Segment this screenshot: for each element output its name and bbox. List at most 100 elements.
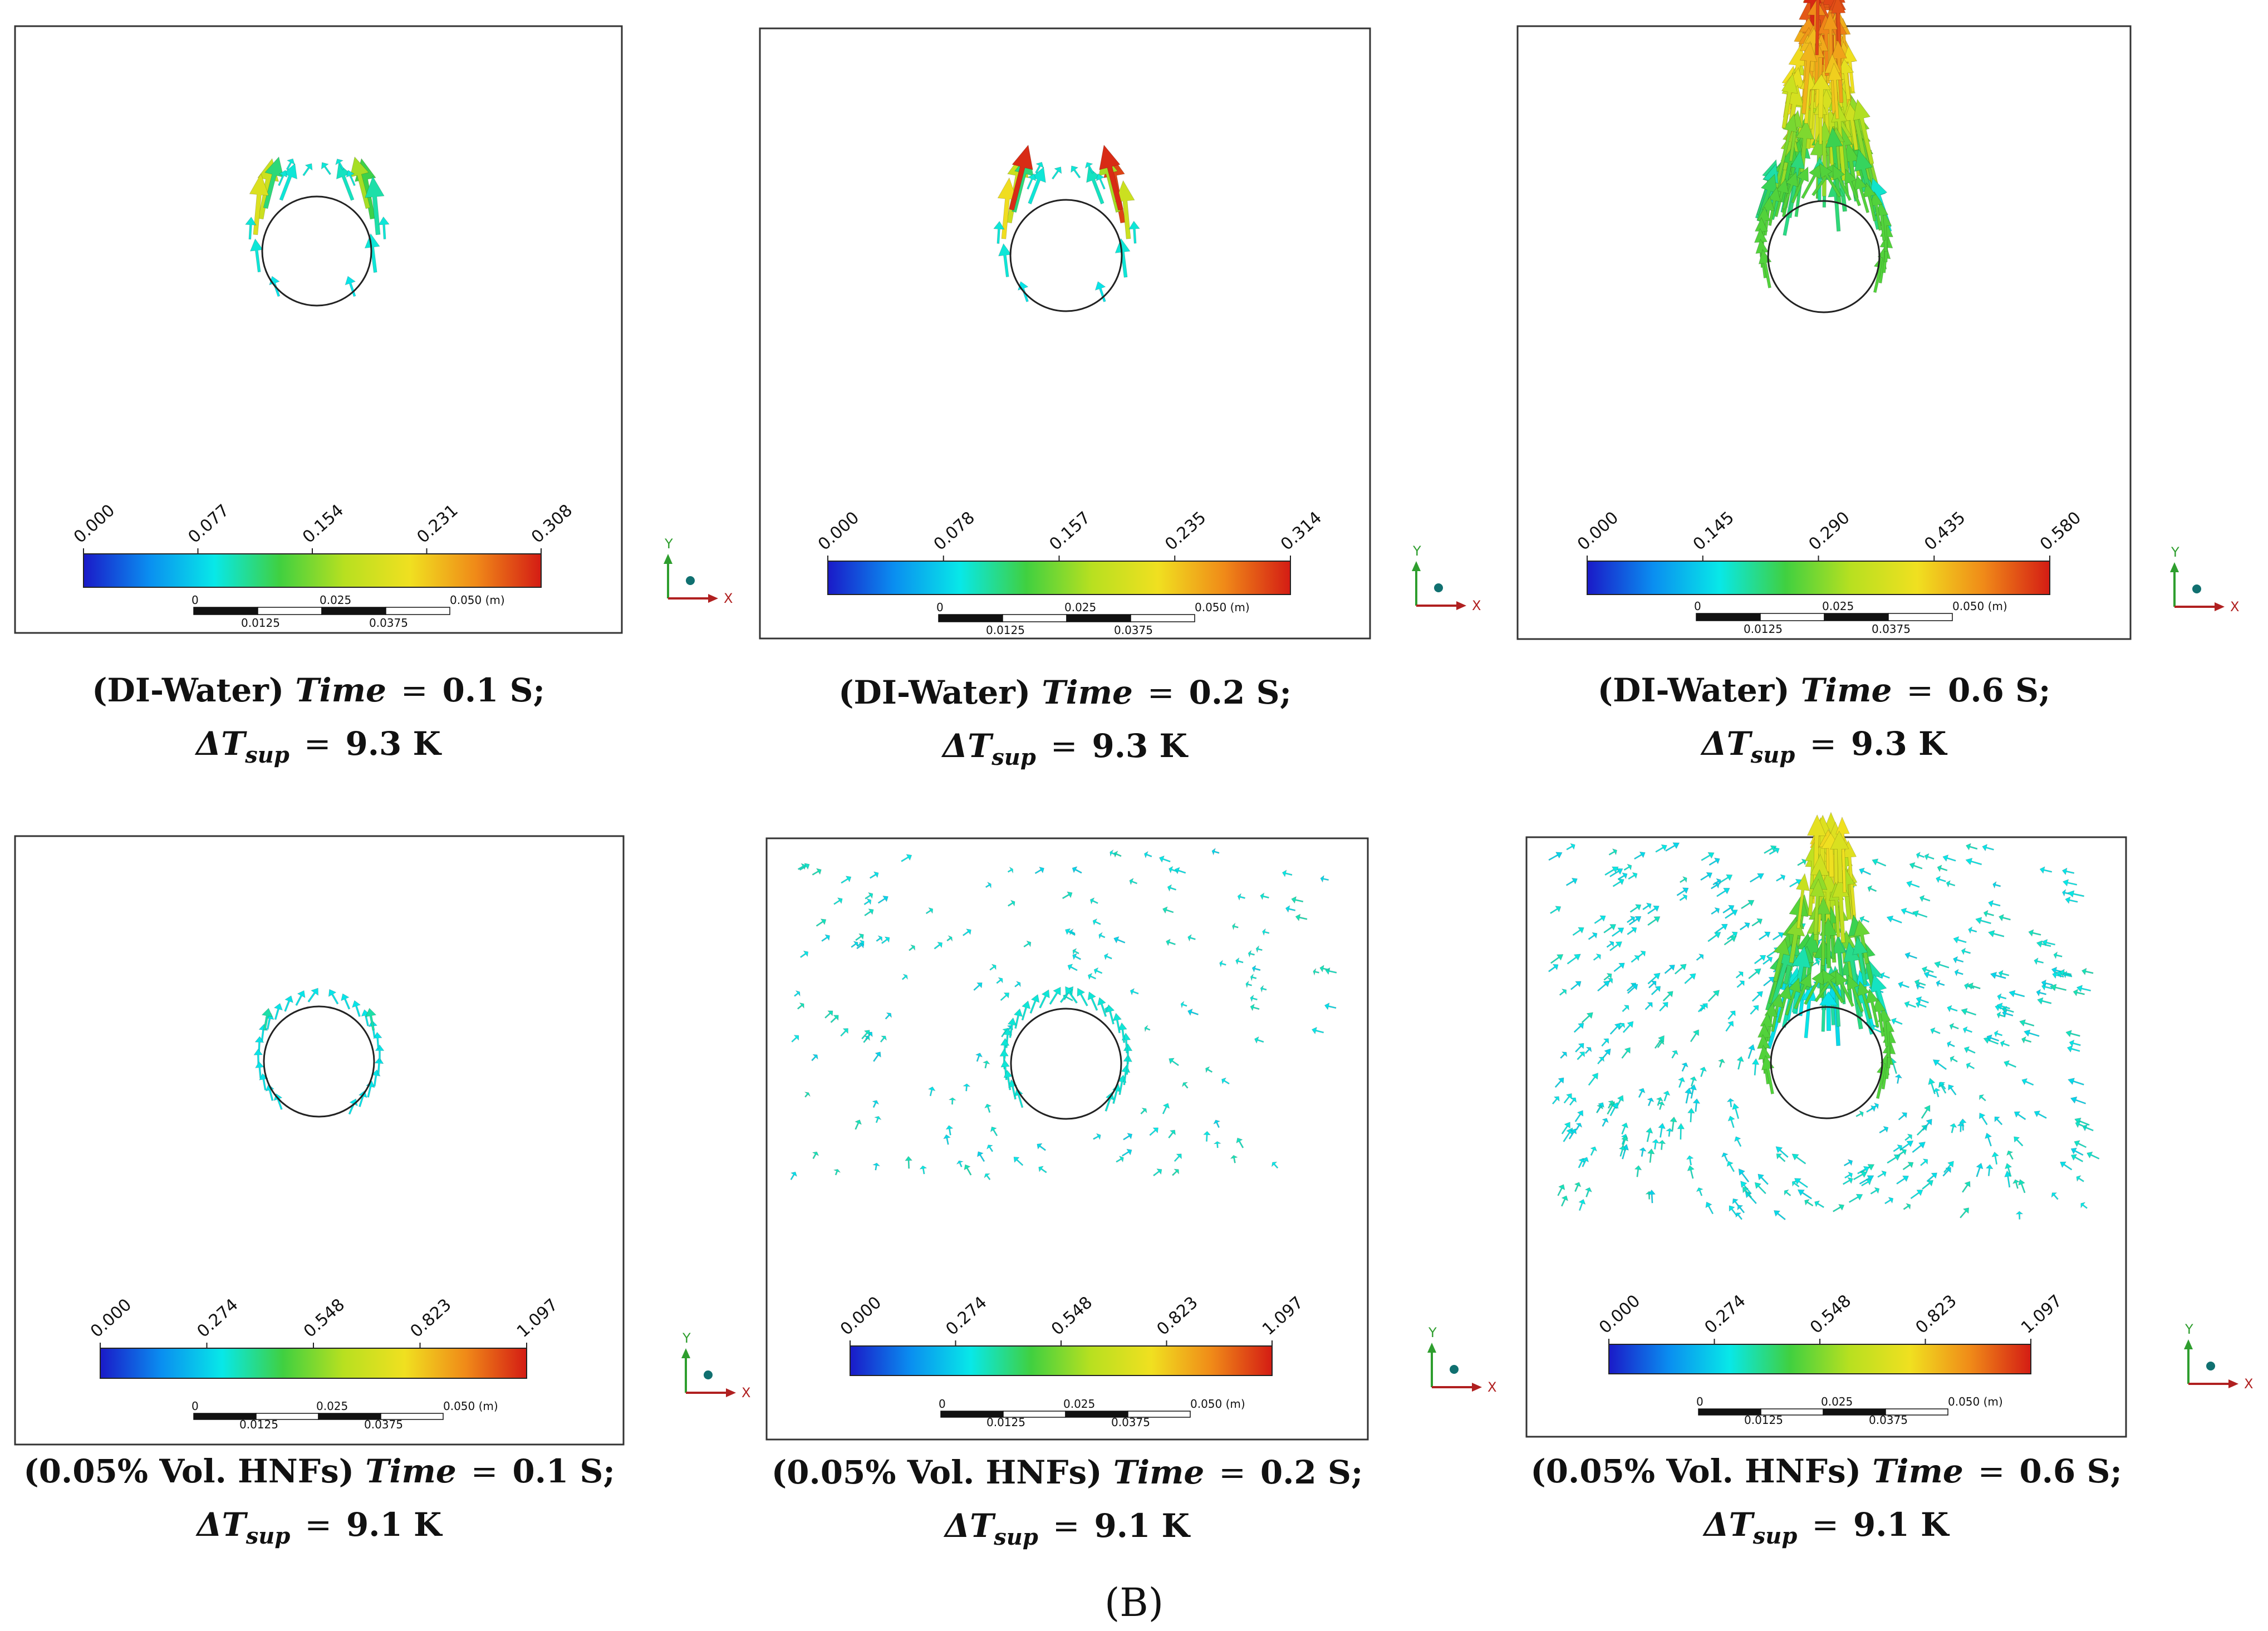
- velocity-vector: [1647, 1148, 1655, 1163]
- velocity-vector: [358, 1090, 367, 1107]
- x-axis-arrowhead: [1472, 1383, 1482, 1392]
- panel-frame: [14, 835, 625, 1446]
- caption-time-value: 0.2 S;: [1260, 1453, 1363, 1491]
- velocity-vector: [1575, 1123, 1583, 1131]
- scale-bar: 0 0.025 0.050 (m) 0.0125 0.0375: [1694, 600, 2007, 636]
- velocity-vector: [1628, 916, 1642, 926]
- velocity-vector: [1727, 1010, 1736, 1020]
- velocity-vector: [1903, 1203, 1911, 1210]
- velocity-vector: [1847, 975, 1864, 1013]
- velocity-vector: [1657, 1101, 1666, 1110]
- velocity-vector: [1776, 874, 1786, 882]
- velocity-vector: [336, 163, 355, 201]
- velocity-vector: [1674, 964, 1687, 975]
- velocity-vector: [1588, 932, 1598, 940]
- velocity-vector: [1038, 1166, 1047, 1173]
- scale-bar-segment: [257, 607, 322, 615]
- velocity-vector: [1181, 1082, 1189, 1089]
- velocity-vector: [1686, 1155, 1694, 1166]
- velocity-vector: [1282, 869, 1293, 877]
- velocity-vector: [346, 170, 356, 186]
- caption-time-value: 0.1 S;: [442, 671, 545, 709]
- velocity-vector: [1936, 876, 1946, 883]
- velocity-vector: [943, 1134, 951, 1145]
- scale-bar-label: 0.025: [1063, 1397, 1095, 1411]
- velocity-vector: [1087, 991, 1098, 1011]
- velocity-vector: [880, 1035, 887, 1043]
- caption-equals: =: [1147, 674, 1175, 711]
- velocity-vector: [1000, 1059, 1010, 1080]
- velocity-vector: [1034, 867, 1044, 875]
- velocity-vector: [1855, 1110, 1864, 1118]
- velocity-vector: [1609, 868, 1623, 877]
- scale-bar-label: 0: [936, 601, 944, 614]
- velocity-vector: [876, 935, 882, 942]
- velocity-vector: [2075, 1121, 2087, 1128]
- panel-caption: (0.05% Vol. HNFs) Time = 0.1 S; ΔTsup = 9.1 K: [0, 1455, 709, 1548]
- caption-fluid: (0.05% Vol. HNFs): [771, 1453, 1102, 1491]
- velocity-vector: [996, 977, 1003, 984]
- scale-bar-segment: [1066, 614, 1131, 622]
- velocity-vector: [1902, 1162, 1914, 1171]
- velocity-vector: [925, 907, 934, 915]
- velocity-vector: [1968, 926, 1977, 934]
- velocity-vector: [1811, 73, 1832, 119]
- velocity-vector: [1096, 173, 1106, 190]
- x-axis-label: X: [742, 1385, 750, 1401]
- velocity-vector: [945, 1125, 954, 1136]
- velocity-vector: [1319, 965, 1330, 972]
- velocity-vector: [2021, 1078, 2034, 1086]
- velocity-vector: [1116, 1156, 1124, 1163]
- panel-caption: (0.05% Vol. HNFs) Time = 0.6 S; ΔTsup = 9.1 K: [1437, 1455, 2216, 1548]
- velocity-vector: [1128, 220, 1140, 244]
- axis-triad: YX: [2184, 1321, 2253, 1392]
- velocity-vector: [1685, 1087, 1692, 1104]
- velocity-vector: [799, 950, 809, 958]
- velocity-vector: [253, 1049, 263, 1066]
- velocity-vector: [1662, 991, 1673, 1002]
- velocity-vector: [804, 1092, 811, 1098]
- velocity-vector: [2002, 1010, 2014, 1018]
- velocity-vector: [1937, 864, 1948, 872]
- velocity-vector: [1575, 1043, 1584, 1053]
- velocity-vector: [2014, 1111, 2026, 1121]
- velocity-vector: [1716, 888, 1730, 897]
- velocity-vector: [1110, 849, 1116, 857]
- caption-delta-value: 9.1 K: [1853, 1506, 1949, 1544]
- caption-equals: =: [1052, 1507, 1080, 1545]
- scale-bar-segment: [1888, 613, 1953, 621]
- velocity-vector: [1687, 1165, 1695, 1179]
- caption-delta-value: 9.3 K: [1092, 727, 1187, 765]
- velocity-vector: [328, 989, 339, 1005]
- caption-time-label: Time: [295, 671, 386, 709]
- velocity-vector: [881, 936, 890, 944]
- x-axis-arrowhead: [2228, 1379, 2238, 1388]
- velocity-vector: [1848, 1193, 1863, 1203]
- cylinder-heater: [1767, 200, 1881, 313]
- velocity-vector: [1597, 1102, 1604, 1112]
- velocity-vector: [1052, 166, 1062, 180]
- velocity-vector: [1671, 1050, 1678, 1059]
- scale-bar-label: 0: [1694, 600, 1701, 613]
- scale-bar-label: 0.0375: [1869, 1413, 1908, 1427]
- velocity-vector: [1735, 971, 1744, 979]
- velocity-vector: [901, 854, 912, 862]
- velocity-vector: [1906, 880, 1920, 888]
- velocity-vector: [857, 940, 865, 947]
- velocity-vector: [1894, 1074, 1903, 1084]
- velocity-vector: [1740, 1181, 1752, 1195]
- velocity-vector: [1112, 1013, 1122, 1034]
- velocity-vector: [872, 1162, 881, 1171]
- velocity-vector: [1912, 1142, 1926, 1153]
- velocity-vector: [1709, 857, 1720, 866]
- velocity-vector: [2005, 1163, 2012, 1177]
- velocity-vector: [2080, 1202, 2088, 1209]
- velocity-vector: [1613, 962, 1625, 972]
- velocity-vector: [1187, 1008, 1199, 1016]
- velocity-vector: [816, 918, 827, 927]
- y-axis-label: Y: [2171, 544, 2179, 560]
- scale-bar-label: 0: [1696, 1395, 1704, 1408]
- velocity-vector: [1884, 1197, 1894, 1205]
- panel-di-water-t0.1: [14, 25, 623, 634]
- velocity-vector: [962, 929, 971, 936]
